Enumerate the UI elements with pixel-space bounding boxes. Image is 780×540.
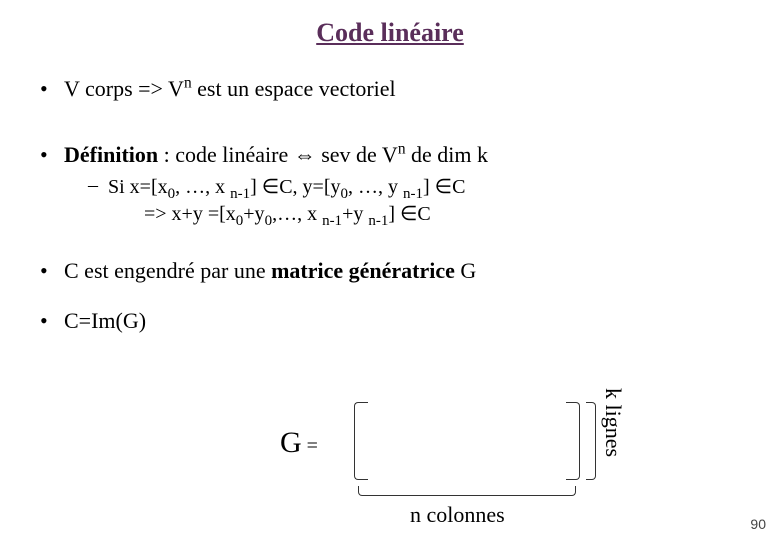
sl1s2: 0 [341, 186, 349, 202]
bullet-marker: • [40, 308, 64, 334]
n-colonnes-label: n colonnes [410, 502, 505, 528]
b3-pre: C est engendré par une [64, 258, 271, 283]
matrix-diagram: G = [280, 398, 620, 488]
bracket-left [354, 402, 368, 480]
bullet-3: • C est engendré par une matrice générat… [40, 258, 740, 284]
b1-post: est un espace vectoriel [192, 76, 396, 101]
sl1s1: n-1 [230, 186, 250, 202]
sl2s1: 0 [265, 213, 273, 229]
bracket-right-inner [566, 402, 580, 480]
slide-title: Code linéaire [0, 0, 780, 48]
bullet-4: • C=Im(G) [40, 308, 740, 334]
sl2d: +y [342, 203, 368, 225]
matrix-g-equals: G = [280, 426, 318, 460]
sl1d: , …, y [348, 176, 403, 198]
b2-mid: : code linéaire ⇔ sev de V [158, 142, 398, 167]
bullet-1: • V corps => Vn est un espace vectoriel [40, 76, 740, 102]
bullet-4-text: C=Im(G) [64, 308, 740, 334]
b2-sup: n [398, 141, 406, 158]
bullet-2-text: Définition : code linéaire ⇔ sev de Vn d… [64, 142, 740, 168]
sl1c: ] ∈C, y=[y [250, 176, 340, 198]
sl2e: ] ∈C [388, 203, 430, 225]
sub-bullet: – Si x=[x0, …, x n-1] ∈C, y=[y0, …, y n-… [88, 174, 740, 201]
sub-bullet-marker: – [88, 174, 108, 201]
slide-content: • V corps => Vn est un espace vectoriel … [0, 76, 780, 334]
sl2b: +y [243, 203, 264, 225]
page-number: 90 [750, 516, 766, 532]
sl1a: Si x=[x [108, 176, 168, 198]
sl2s2: n-1 [322, 213, 342, 229]
bullet-3-text: C est engendré par une matrice génératri… [64, 258, 740, 284]
matrix-eq: = [302, 435, 318, 457]
sub-bullet-line2: => x+y =[x0+y0,…, x n-1+y n-1] ∈C [144, 201, 740, 228]
sl2a: => x+y =[x [144, 203, 236, 225]
bullet-2: • Définition : code linéaire ⇔ sev de Vn… [40, 142, 740, 168]
sl1s0: 0 [168, 186, 176, 202]
sub-bullet-text: Si x=[x0, …, x n-1] ∈C, y=[y0, …, y n-1]… [108, 174, 740, 201]
bracket-bottom [358, 486, 576, 496]
k-lignes-label: k lignes [600, 388, 626, 457]
sl2c: ,…, x [272, 203, 322, 225]
b2-post: de dim k [406, 142, 489, 167]
matrix-g: G [280, 426, 302, 459]
bullet-1-text: V corps => Vn est un espace vectoriel [64, 76, 740, 102]
b2-def: Définition [64, 142, 158, 167]
sl1b: , …, x [175, 176, 230, 198]
bullet-marker: • [40, 142, 64, 168]
sl1e: ] ∈C [423, 176, 465, 198]
b3-post: G [455, 258, 476, 283]
sl2s3: n-1 [368, 213, 388, 229]
b1-sup: n [184, 75, 192, 92]
bracket-right-outer [586, 402, 596, 480]
b1-pre: V corps => V [64, 76, 184, 101]
bullet-marker: • [40, 258, 64, 284]
bullet-marker: • [40, 76, 64, 102]
sl1s3: n-1 [403, 186, 423, 202]
b3-bold: matrice génératrice [271, 258, 455, 283]
